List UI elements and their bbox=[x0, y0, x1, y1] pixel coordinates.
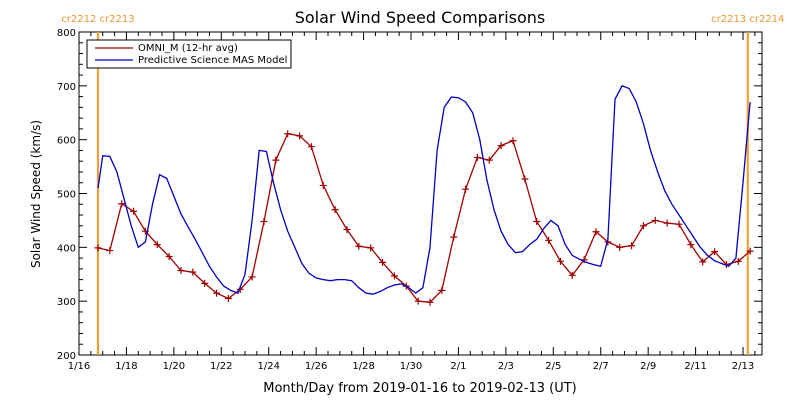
data-point bbox=[473, 153, 481, 161]
series-line-1 bbox=[97, 84, 751, 295]
data-point bbox=[260, 217, 268, 225]
data-point bbox=[687, 241, 695, 249]
x-tick-label: 2/7 bbox=[593, 361, 609, 372]
x-axis: 1/16 1/18 1/20 1/22 1/24 1/26 1/28 1/30 2/1 2/3 2/… bbox=[68, 32, 756, 372]
x-tick-label: 1/20 bbox=[163, 361, 185, 372]
data-point bbox=[592, 228, 600, 236]
data-point bbox=[616, 243, 624, 251]
data-point bbox=[639, 222, 647, 230]
data-point bbox=[118, 200, 126, 208]
plot-frame bbox=[78, 31, 763, 356]
data-point bbox=[201, 279, 209, 287]
data-point bbox=[426, 298, 434, 306]
data-point bbox=[568, 271, 576, 279]
data-point bbox=[521, 175, 529, 183]
data-point bbox=[296, 132, 304, 140]
chart-title: Solar Wind Speed Comparisons bbox=[295, 8, 546, 27]
y-tick-label: 800 bbox=[57, 28, 76, 39]
data-point bbox=[675, 220, 683, 228]
data-point bbox=[106, 247, 114, 255]
x-tick-label: 1/26 bbox=[305, 361, 327, 372]
carrington-label: cr2212 cr2213 bbox=[61, 14, 134, 25]
series-line-0 bbox=[97, 132, 751, 303]
data-point bbox=[509, 137, 517, 145]
data-point bbox=[165, 252, 173, 260]
x-axis-label: Month/Day from 2019-01-16 to 2019-02-13 … bbox=[263, 381, 576, 396]
data-point bbox=[663, 219, 671, 227]
data-point bbox=[450, 233, 458, 241]
x-tick-label: 1/18 bbox=[115, 361, 137, 372]
carrington-label: cr2213 cr2214 bbox=[711, 14, 784, 25]
data-point bbox=[556, 257, 564, 265]
data-point bbox=[651, 216, 659, 224]
data-point bbox=[545, 236, 553, 244]
data-point bbox=[248, 273, 256, 281]
data-point bbox=[130, 207, 138, 215]
data-point bbox=[213, 289, 221, 297]
data-point bbox=[284, 130, 292, 138]
data-point bbox=[94, 244, 102, 252]
data-point bbox=[319, 181, 327, 189]
data-point bbox=[379, 258, 387, 266]
x-tick-label: 1/24 bbox=[257, 361, 279, 372]
x-tick-label: 2/3 bbox=[498, 361, 514, 372]
y-tick-label: 200 bbox=[57, 351, 76, 362]
data-point bbox=[355, 242, 363, 250]
series-layer bbox=[94, 84, 754, 306]
data-point bbox=[414, 297, 422, 305]
data-point bbox=[462, 185, 470, 193]
carrington-rotation-lines: cr2212 cr2213 cr2213 cr2214 bbox=[61, 14, 784, 355]
data-point bbox=[224, 294, 232, 302]
legend-label-omni: OMNI_M (12-hr avg) bbox=[138, 43, 238, 54]
x-tick-label: 2/5 bbox=[545, 361, 561, 372]
y-axis-label: Solar Wind Speed (km/s) bbox=[29, 120, 43, 268]
data-point bbox=[367, 244, 375, 252]
data-point bbox=[438, 286, 446, 294]
data-point bbox=[343, 226, 351, 234]
data-point bbox=[153, 241, 161, 249]
data-point bbox=[272, 156, 280, 164]
data-point bbox=[331, 206, 339, 214]
x-tick-label: 1/30 bbox=[400, 361, 422, 372]
y-axis: 200 300 400 500 600 700 800 bbox=[57, 28, 762, 362]
x-tick-label: 1/16 bbox=[68, 361, 90, 372]
legend-label-mas: Predictive Science MAS Model bbox=[138, 55, 287, 66]
data-point bbox=[699, 258, 707, 266]
legend-box bbox=[86, 39, 292, 69]
data-point bbox=[746, 247, 754, 255]
legend: OMNI_M (12-hr avg) Predictive Science MA… bbox=[86, 39, 292, 69]
y-tick-label: 500 bbox=[57, 190, 76, 201]
y-tick-label: 300 bbox=[57, 297, 76, 308]
data-point bbox=[485, 156, 493, 164]
y-tick-label: 400 bbox=[57, 243, 76, 254]
y-tick-label: 600 bbox=[57, 136, 76, 147]
x-tick-label: 1/28 bbox=[352, 361, 374, 372]
x-tick-label: 2/11 bbox=[684, 361, 706, 372]
data-point bbox=[533, 217, 541, 225]
data-point bbox=[307, 143, 315, 151]
data-point bbox=[497, 142, 505, 150]
y-tick-label: 700 bbox=[57, 82, 76, 93]
x-tick-label: 2/1 bbox=[450, 361, 466, 372]
data-point bbox=[177, 266, 185, 274]
x-tick-label: 2/13 bbox=[732, 361, 754, 372]
data-point bbox=[734, 257, 742, 265]
data-point bbox=[711, 248, 719, 256]
x-tick-label: 2/9 bbox=[640, 361, 656, 372]
data-point bbox=[628, 242, 636, 250]
data-point bbox=[390, 272, 398, 280]
x-tick-label: 1/22 bbox=[210, 361, 232, 372]
data-point bbox=[189, 268, 197, 276]
